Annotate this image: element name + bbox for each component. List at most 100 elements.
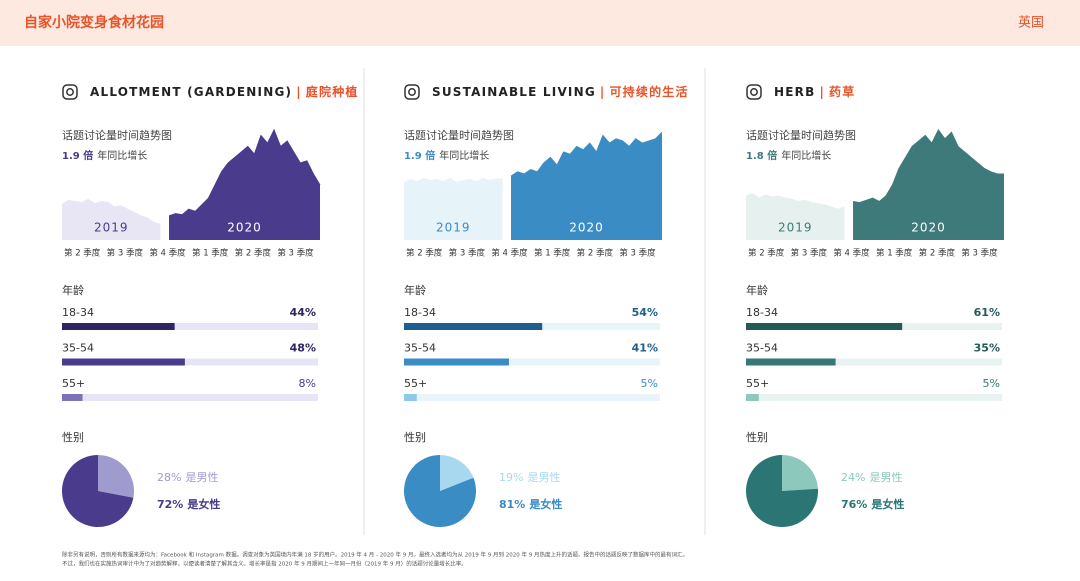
growth-text: 年同比增长 — [97, 149, 147, 162]
x-tick-label: 第 3 季度 — [107, 248, 144, 259]
icon — [746, 84, 762, 100]
age-label: 55+ — [62, 377, 85, 390]
title-cn: 药草 — [829, 84, 855, 99]
age-bar — [746, 358, 836, 366]
area-line — [852, 129, 1004, 204]
area-line — [61, 198, 161, 226]
gender-title: 性别 — [62, 430, 84, 444]
gender-name: 是男性 — [527, 470, 560, 484]
gender-title: 性别 — [746, 430, 768, 444]
age-bar — [404, 323, 543, 330]
gender-title: 性别 — [404, 430, 426, 444]
x-tick-label: 第 3 季度 — [449, 248, 486, 259]
trend-title: 话题讨论量时间趋势图 — [746, 128, 856, 142]
x-tick-label: 第 1 季度 — [534, 248, 571, 259]
age-value: 54% — [632, 306, 658, 319]
age-track — [746, 358, 1002, 366]
pie-slice — [404, 455, 477, 528]
age-label: 55+ — [746, 377, 769, 390]
area-line — [745, 193, 845, 210]
age-bar — [746, 394, 759, 401]
year-label: 2019 — [436, 221, 471, 235]
trend-title: 话题讨论量时间趋势图 — [404, 128, 514, 142]
x-tick-label: 第 4 季度 — [833, 248, 870, 259]
gender-label: 76% 是女性 — [841, 497, 904, 511]
separator: | — [819, 85, 825, 99]
x-tick-label: 第 1 季度 — [192, 248, 229, 259]
age-bar — [62, 394, 83, 401]
age-bar — [62, 358, 185, 366]
age-title: 年龄 — [746, 283, 768, 297]
age-label: 35-54 — [746, 342, 778, 355]
x-tick-label: 第 3 季度 — [277, 248, 314, 259]
x-tick-label: 第 3 季度 — [791, 248, 828, 259]
x-tick-label: 第 4 季度 — [491, 248, 528, 259]
x-tick-label: 第 2 季度 — [577, 248, 614, 259]
year-label: 2019 — [778, 221, 813, 235]
x-tick-label: 第 4 季度 — [149, 248, 186, 259]
icon — [62, 84, 78, 100]
x-tick-label: 第 2 季度 — [64, 248, 101, 259]
age-value: 48% — [290, 342, 316, 355]
x-tick-label: 第 3 季度 — [961, 248, 998, 259]
gender-name: 是女性 — [870, 497, 904, 511]
gender-label: 24% 是男性 — [841, 470, 902, 484]
age-bar — [404, 394, 417, 401]
gender-name: 是女性 — [186, 497, 220, 511]
area-fill — [853, 130, 1004, 240]
header-title: 自家小院变身食材花园 — [24, 14, 164, 31]
age-value: 41% — [632, 342, 658, 355]
separator: | — [296, 85, 302, 99]
gender-value: 76% — [841, 498, 867, 511]
area-fill — [404, 178, 503, 240]
icon — [750, 88, 758, 96]
gender-label: 19% 是男性 — [499, 470, 560, 484]
footnote: 不过，我们也在实施热词审计中为了对趋势解释，以便读者清楚了解其含义。增长率是指 … — [62, 560, 467, 568]
growth: 1.8 倍年同比增长 — [746, 149, 831, 162]
growth-text: 年同比增长 — [439, 149, 489, 162]
pie-slice — [98, 455, 134, 498]
panel-title: ALLOTMENT (GARDENING) | 庭院种植 — [90, 84, 359, 99]
age-track — [404, 394, 660, 401]
age-track — [62, 323, 318, 330]
pie-slice — [440, 455, 474, 491]
age-value: 35% — [974, 342, 1000, 355]
area-line — [510, 131, 663, 177]
gender-value: 81% — [499, 498, 525, 511]
growth: 1.9 倍年同比增长 — [62, 149, 147, 162]
x-tick-label: 第 1 季度 — [876, 248, 913, 259]
age-track — [62, 394, 318, 401]
age-label: 18-34 — [404, 306, 436, 319]
title-cn: 可持续的生活 — [609, 84, 688, 99]
gender-label: 28% 是男性 — [157, 470, 218, 484]
year-label: 2020 — [911, 221, 946, 235]
age-value: 5% — [641, 377, 658, 390]
age-label: 35-54 — [62, 342, 94, 355]
x-tick-label: 第 2 季度 — [406, 248, 443, 259]
age-bar — [62, 323, 175, 330]
age-label: 35-54 — [404, 342, 436, 355]
panel-title: HERB | 药草 — [774, 84, 855, 99]
trend-title: 话题讨论量时间趋势图 — [62, 128, 172, 142]
age-value: 61% — [974, 306, 1000, 319]
pie-slice — [782, 455, 818, 491]
gender-name: 是男性 — [185, 470, 218, 484]
year-label: 2019 — [94, 221, 129, 235]
gender-value: 24% — [841, 471, 865, 484]
title-en: ALLOTMENT (GARDENING) — [90, 85, 292, 99]
growth-value: 1.9 倍 — [404, 149, 435, 162]
area-line — [168, 128, 321, 217]
age-label: 55+ — [404, 377, 427, 390]
header-band — [0, 0, 1080, 46]
title-en: HERB — [774, 85, 815, 99]
pie-slice — [61, 455, 134, 528]
age-bar — [746, 323, 903, 330]
x-tick-label: 第 3 季度 — [619, 248, 656, 259]
area-fill — [62, 199, 161, 240]
area-line — [403, 177, 503, 184]
panel-title: SUSTAINABLE LIVING | 可持续的生活 — [432, 84, 689, 99]
age-label: 18-34 — [62, 306, 94, 319]
icon — [404, 84, 420, 100]
icon — [408, 88, 416, 96]
